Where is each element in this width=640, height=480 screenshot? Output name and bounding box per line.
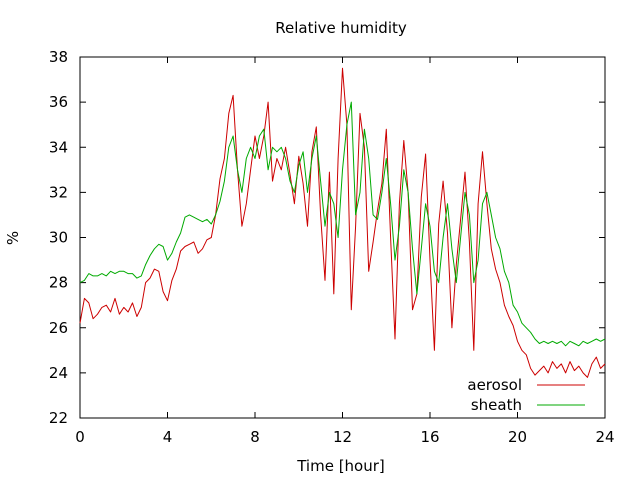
legend-label-aerosol: aerosol bbox=[467, 376, 522, 394]
x-tick-label: 20 bbox=[508, 428, 527, 446]
y-tick-label: 32 bbox=[49, 183, 68, 201]
y-axis-label: % bbox=[4, 231, 22, 245]
y-tick-label: 22 bbox=[49, 409, 68, 427]
chart-title: Relative humidity bbox=[275, 19, 407, 37]
x-tick-label: 24 bbox=[595, 428, 614, 446]
y-axis: 22 24 26 28 30 32 34 36 38 bbox=[49, 48, 605, 427]
y-tick-label: 24 bbox=[49, 364, 68, 382]
y-tick-label: 34 bbox=[49, 138, 68, 156]
legend: aerosol sheath bbox=[467, 376, 585, 414]
x-tick-label: 0 bbox=[75, 428, 85, 446]
legend-label-sheath: sheath bbox=[471, 396, 522, 414]
series-line-aerosol bbox=[79, 67, 606, 378]
series-line-sheath bbox=[79, 101, 606, 347]
y-tick-label: 36 bbox=[49, 93, 68, 111]
plot-frame bbox=[79, 56, 606, 419]
x-tick-label: 12 bbox=[333, 428, 352, 446]
x-tick-label: 4 bbox=[163, 428, 173, 446]
x-tick-label: 16 bbox=[420, 428, 439, 446]
y-tick-label: 30 bbox=[49, 229, 68, 247]
y-tick-label: 38 bbox=[49, 48, 68, 66]
y-tick-label: 26 bbox=[49, 319, 68, 337]
y-tick-label: 28 bbox=[49, 274, 68, 292]
x-axis-label: Time [hour] bbox=[296, 457, 385, 475]
x-tick-label: 8 bbox=[250, 428, 260, 446]
series-layer bbox=[79, 67, 606, 378]
x-axis: 0 4 8 12 16 20 24 bbox=[75, 57, 615, 446]
